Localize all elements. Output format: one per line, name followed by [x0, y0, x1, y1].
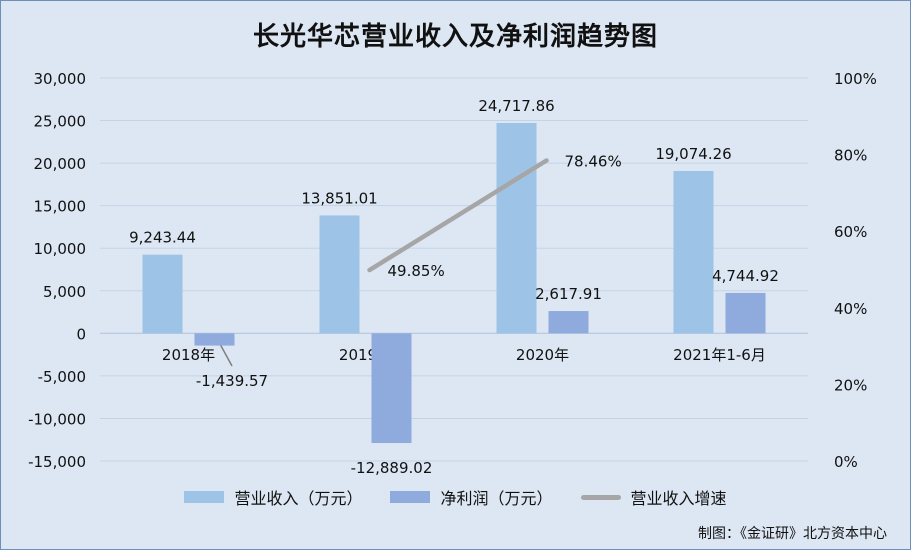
y-tick-right: 20%: [834, 376, 867, 394]
y-tick-left: -10,000: [28, 410, 86, 428]
bar-net-profit: [725, 292, 766, 334]
bar-net-profit: [371, 333, 412, 444]
data-label-revenue: 24,717.86: [478, 97, 554, 115]
data-label-net-profit: 2,617.91: [535, 285, 602, 303]
bar-revenue: [673, 170, 714, 334]
y-tick-right: 60%: [834, 223, 867, 241]
legend-label-growth: 营业收入增速: [630, 489, 727, 508]
bar-net-profit: [548, 311, 589, 334]
y-tick-left: 0: [76, 325, 86, 343]
data-label-growth: 78.46%: [565, 152, 622, 170]
y-tick-right: 0%: [834, 453, 858, 471]
data-label-growth: 49.85%: [388, 262, 445, 280]
y-tick-right: 80%: [834, 147, 867, 165]
data-label-revenue: 9,243.44: [129, 229, 196, 247]
legend-swatch-revenue: [184, 491, 225, 503]
y-tick-left: 25,000: [34, 113, 87, 131]
legend-swatch-net-profit: [390, 491, 431, 503]
y-tick-right: 100%: [834, 70, 877, 88]
data-label-revenue: 19,074.26: [655, 145, 731, 163]
data-label-net-profit: 4,744.92: [712, 267, 779, 285]
data-label-net-profit: -12,889.02: [351, 459, 433, 477]
bar-revenue: [496, 122, 537, 334]
x-tick-label: 2021年1-6月: [673, 346, 766, 364]
legend-item-growth: 营业收入增速: [580, 485, 727, 509]
bar-net-profit: [194, 333, 235, 346]
legend-item-revenue: 营业收入（万元）: [184, 485, 362, 509]
y-tick-left: -5,000: [38, 368, 86, 386]
legend-item-net-profit: 净利润（万元）: [390, 485, 553, 509]
chart-credit: 制图：《金证研》北方资本中心: [698, 526, 887, 542]
legend-label-net-profit: 净利润（万元）: [440, 489, 553, 508]
y-tick-left: 15,000: [34, 198, 87, 216]
legend-swatch-growth: [580, 494, 621, 500]
chart-title: 长光华芯营业收入及净利润趋势图: [252, 22, 658, 52]
data-label-net-profit: -1,439.57: [196, 372, 268, 390]
y-tick-left: 5,000: [43, 283, 86, 301]
legend-label-revenue: 营业收入（万元）: [234, 489, 363, 508]
y-tick-left: 10,000: [34, 240, 87, 258]
y-tick-right: 40%: [834, 300, 867, 318]
data-label-revenue: 13,851.01: [301, 189, 377, 207]
x-tick-label: 2018年: [162, 346, 215, 364]
y-tick-left: -15,000: [28, 453, 86, 471]
bar-revenue: [142, 254, 183, 334]
x-tick-label: 2020年: [516, 346, 569, 364]
leader-line: [219, 343, 233, 367]
line-growth: [367, 158, 549, 273]
bar-revenue: [319, 215, 360, 334]
chart-legend: 营业收入（万元） 净利润（万元） 营业收入增速: [0, 485, 911, 509]
y-tick-left: 30,000: [34, 70, 87, 88]
y-tick-left: 20,000: [34, 155, 87, 173]
